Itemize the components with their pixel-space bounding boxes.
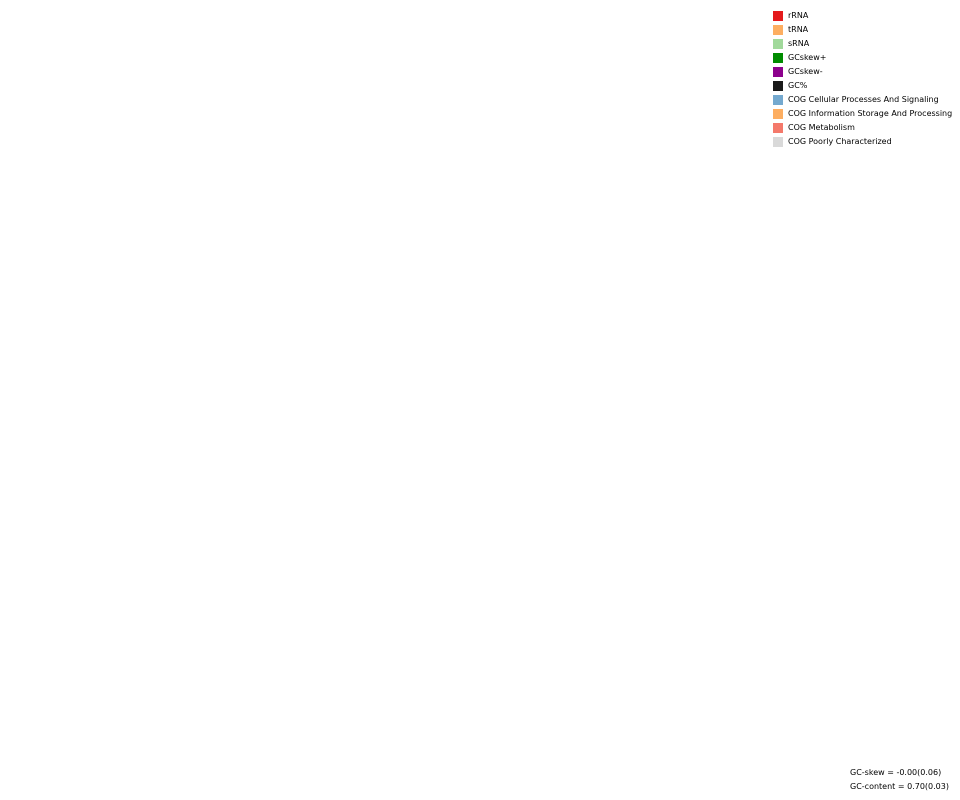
legend-item-cog-information: COG Information Storage And Processing xyxy=(773,107,952,121)
legend-label: GCskew- xyxy=(788,67,823,76)
legend-swatch xyxy=(773,39,783,49)
legend-label: rRNA xyxy=(788,11,809,20)
stats-panel: GC-skew = -0.00(0.06) GC-content = 0.70(… xyxy=(850,766,949,794)
legend-label: tRNA xyxy=(788,25,809,34)
legend-label: GCskew+ xyxy=(788,53,827,62)
legend-swatch xyxy=(773,95,783,105)
legend-swatch xyxy=(773,11,783,21)
legend-item-gcskew-plus: GCskew+ xyxy=(773,51,952,65)
legend-label: GC% xyxy=(788,81,808,90)
legend-item-gc-percent: GC% xyxy=(773,79,952,93)
legend-item-trna: tRNA xyxy=(773,23,952,37)
legend-label: COG Information Storage And Processing xyxy=(788,109,953,118)
legend-swatch xyxy=(773,109,783,119)
legend-item-cog-cellular: COG Cellular Processes And Signaling xyxy=(773,93,952,107)
legend: rRNA tRNA sRNA GCskew+ GCskew- GC% COG C… xyxy=(773,9,952,149)
legend-swatch xyxy=(773,123,783,133)
legend-item-rrna: rRNA xyxy=(773,9,952,23)
legend-label: COG Metabolism xyxy=(788,123,855,132)
legend-swatch xyxy=(773,137,783,147)
legend-swatch xyxy=(773,25,783,35)
legend-swatch xyxy=(773,81,783,91)
gc-skew-stat: GC-skew = -0.00(0.06) xyxy=(850,768,942,777)
legend-item-cog-metabolism: COG Metabolism xyxy=(773,121,952,135)
legend-item-gcskew-minus: GCskew- xyxy=(773,65,952,79)
legend-swatch xyxy=(773,67,783,77)
gc-content-stat: GC-content = 0.70(0.03) xyxy=(850,782,949,791)
legend-swatch xyxy=(773,53,783,63)
legend-label: sRNA xyxy=(788,39,810,48)
legend-item-srna: sRNA xyxy=(773,37,952,51)
legend-item-cog-poorly: COG Poorly Characterized xyxy=(773,135,952,149)
legend-label: COG Poorly Characterized xyxy=(788,137,892,146)
legend-label: COG Cellular Processes And Signaling xyxy=(788,95,939,104)
